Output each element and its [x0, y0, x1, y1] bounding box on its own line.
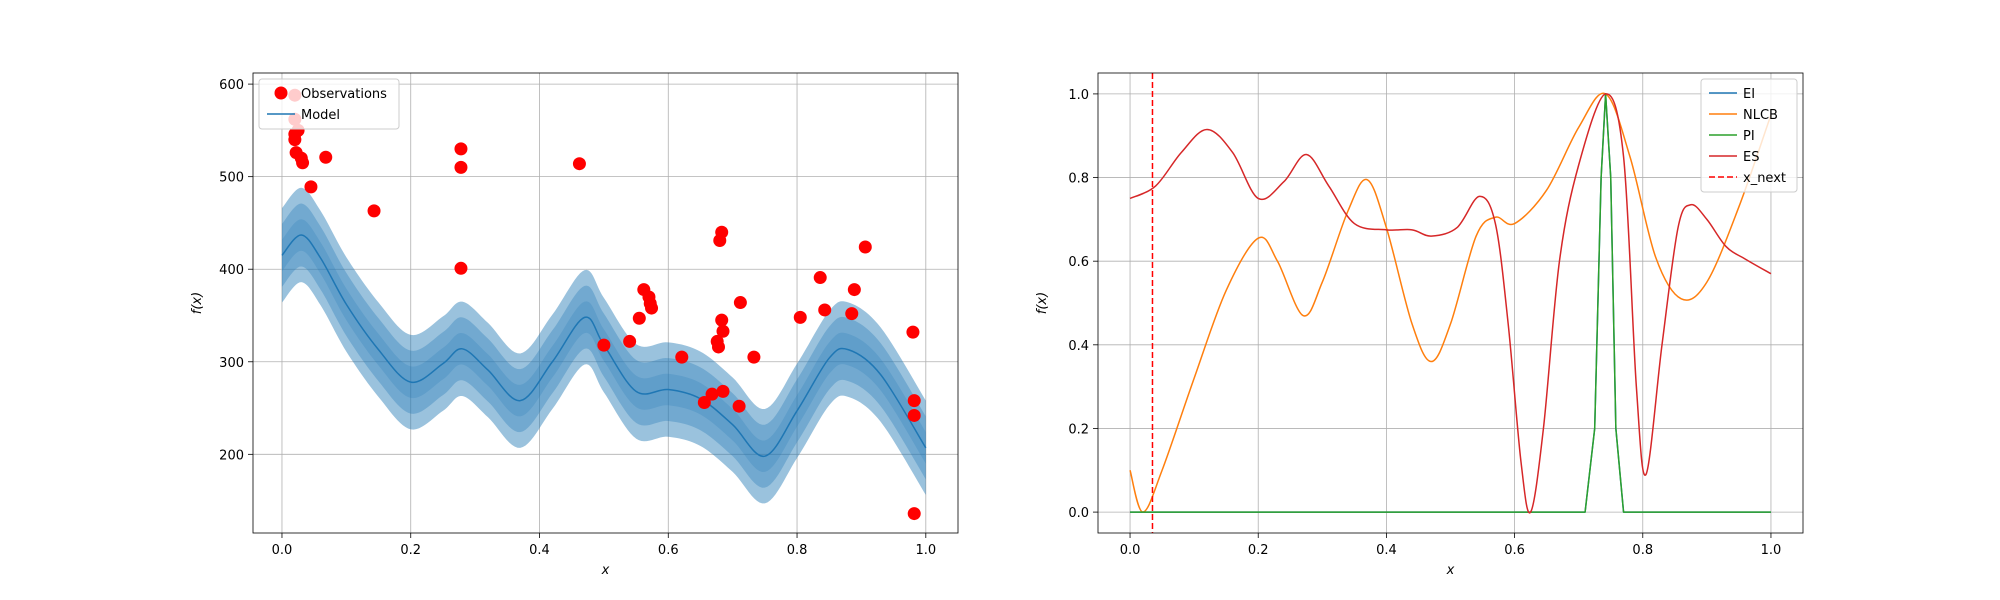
legend-box	[1700, 78, 1798, 193]
y-axis-label: f(x)	[1035, 292, 1050, 314]
legend-label-pi: PI	[1743, 129, 1755, 144]
observation-point	[319, 150, 333, 164]
legend-label-model: Model	[301, 108, 340, 123]
x-tick-label: 0.0	[272, 543, 293, 558]
legend: EI NLCB PI ES x_next	[1700, 78, 1798, 193]
x-tick-label: 0.8	[787, 543, 808, 558]
y-tick-label: 0.6	[1068, 255, 1089, 270]
model-mean-line	[281, 234, 927, 457]
x-tick-label: 0.0	[1120, 543, 1141, 558]
observation-point	[597, 338, 611, 352]
y-tick-label: 200	[219, 448, 244, 463]
x-ticks: 0.0 0.2 0.4 0.6 0.8 1.0	[272, 533, 936, 558]
observation-point	[818, 303, 832, 317]
observation-point	[858, 240, 872, 254]
x-tick-label: 0.6	[1504, 543, 1525, 558]
x-tick-label: 0.4	[1376, 543, 1397, 558]
es-line	[1129, 93, 1772, 514]
observation-point	[572, 157, 586, 171]
observation-point	[716, 384, 730, 398]
pi-line	[1130, 93, 1771, 513]
legend-marker-observations	[274, 86, 288, 100]
observation-point	[711, 340, 725, 354]
plot-area	[1129, 73, 1772, 533]
y-ticks: 0.0 0.2 0.4 0.6 0.8 1.0	[1068, 88, 1098, 521]
y-tick-label: 0.2	[1068, 422, 1089, 437]
legend-label-ei: EI	[1743, 87, 1755, 102]
observation-point	[747, 350, 761, 364]
legend-label-nlcb: NLCB	[1743, 108, 1778, 123]
nlcb-line	[1129, 92, 1772, 513]
observation-point	[623, 334, 637, 348]
observation-point	[454, 261, 468, 275]
x-ticks: 0.0 0.2 0.4 0.6 0.8 1.0	[1120, 533, 1782, 558]
y-tick-label: 0.8	[1068, 172, 1089, 187]
y-tick-label: 0.0	[1068, 506, 1089, 521]
y-tick-label: 0.4	[1068, 339, 1089, 354]
x-tick-label: 0.2	[1248, 543, 1269, 558]
y-tick-label: 600	[219, 78, 244, 93]
observation-point	[847, 283, 861, 297]
observation-point	[733, 296, 747, 310]
observation-point	[906, 325, 920, 339]
observation-point	[632, 311, 646, 325]
x-tick-label: 1.0	[1761, 543, 1782, 558]
observation-point	[705, 387, 719, 401]
x-axis-label: x	[601, 563, 610, 578]
y-tick-label: 1.0	[1068, 88, 1089, 103]
observation-point	[793, 310, 807, 324]
axes-frame	[252, 72, 959, 534]
observation-point	[675, 350, 689, 364]
grid	[1098, 73, 1803, 533]
observation-point	[296, 156, 310, 170]
observation-point	[454, 142, 468, 156]
observation-point	[907, 507, 921, 521]
observation-point	[907, 408, 921, 422]
observation-point	[454, 160, 468, 174]
observation-point	[845, 307, 859, 321]
observation-point	[715, 313, 729, 327]
legend-label-es: ES	[1743, 150, 1759, 165]
x-tick-label: 0.6	[658, 543, 679, 558]
y-tick-label: 400	[219, 263, 244, 278]
observation-point	[715, 225, 729, 239]
x-tick-label: 0.2	[400, 543, 421, 558]
legend-label-observations: Observations	[301, 87, 387, 102]
x-tick-label: 0.8	[1632, 543, 1653, 558]
observation-point	[304, 180, 318, 194]
acquisition-panel: 0.0 0.2 0.4 0.6 0.8 1.0 0.0 0.2 0.4 0.6 0.8 1.0 x f(x…	[1035, 72, 1804, 578]
model-panel: 0.0 0.2 0.4 0.6 0.8 1.0 200 300 400 500 600 x f(x) Ob…	[190, 72, 959, 578]
legend-label-x-next: x_next	[1743, 171, 1786, 186]
observation-point	[813, 271, 827, 285]
observation-point	[716, 324, 730, 338]
y-tick-label: 500	[219, 171, 244, 186]
y-axis-label: f(x)	[190, 292, 205, 314]
legend-box	[258, 78, 400, 130]
observation-point	[645, 301, 659, 315]
x-tick-label: 1.0	[915, 543, 936, 558]
observation-point	[697, 395, 711, 409]
y-ticks: 200 300 400 500 600	[219, 78, 253, 463]
legend: Observations Model	[258, 78, 400, 130]
axes-frame	[1097, 72, 1804, 534]
ei-line	[1130, 93, 1771, 513]
y-tick-label: 300	[219, 356, 244, 371]
x-axis-label: x	[1446, 563, 1455, 578]
observation-point	[367, 204, 381, 218]
observation-point	[907, 394, 921, 408]
observation-point	[732, 399, 746, 413]
x-tick-label: 0.4	[529, 543, 550, 558]
